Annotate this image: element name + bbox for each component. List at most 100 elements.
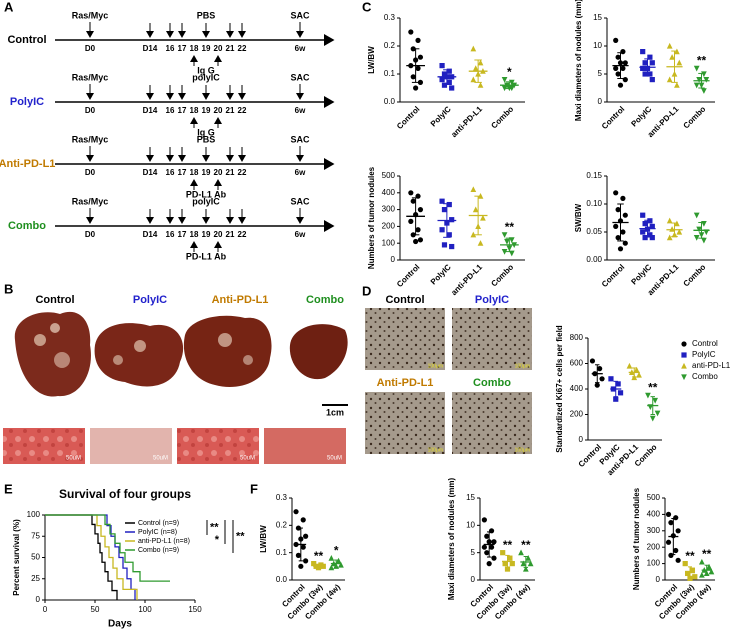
end-day: 6w [295,106,306,115]
panel-label: E [4,481,13,496]
data-point [699,571,705,578]
data-point [417,54,424,60]
data-point [449,217,455,223]
y-tick-label: 0.0 [276,575,288,584]
y-axis-label: Standardized Ki67+ cells per field [555,325,564,452]
group-label: Control [385,294,424,306]
data-point [675,528,681,534]
data-point [649,235,655,241]
y-tick-label: 5 [598,69,603,78]
data-point [640,229,646,235]
y-tick-label: 0.1 [384,69,396,78]
x-tick-label: 50 [91,605,100,614]
day-label: 22 [238,230,247,239]
significance: ** [505,220,515,234]
data-point [676,228,683,235]
data-point [295,525,302,531]
day-label: 16 [166,44,175,53]
day-label: 22 [238,106,247,115]
data-point [649,415,656,422]
data-point [642,60,648,66]
day-label: 21 [226,44,235,53]
data-point [666,76,673,83]
y-tick-label: 200 [382,222,396,231]
day-label: 20 [214,230,223,239]
group-label: Anti-PD-L1 [377,377,434,389]
data-point [666,42,673,49]
data-point [613,396,619,402]
group-label: PolyIC [133,294,167,306]
data-point [594,382,600,388]
data-point [501,232,508,238]
data-point [470,76,477,83]
data-point [647,218,653,224]
data-point [668,552,674,559]
data-point [417,207,424,213]
x-tick-label: Combo [489,104,515,130]
data-point [501,85,508,92]
day-label: 16 [166,106,175,115]
y-tick-label: 0 [36,595,41,604]
y-tick-label: 10 [593,41,602,50]
data-point [647,232,653,238]
ki67-image [365,308,445,370]
liver-photo [94,323,184,387]
y-tick-label: 15 [466,493,475,502]
data-point [652,397,659,404]
data-point [408,29,414,35]
data-point [415,37,421,44]
day-label: D14 [143,106,158,115]
day-label: D0 [85,106,96,115]
day-label: 20 [214,106,223,115]
group-label: Combo [8,220,46,232]
liver-nodule [50,323,60,333]
x-tick-label: Control [600,263,626,289]
scale-label: 50uM [327,456,342,462]
data-point [608,376,614,382]
day-label: 19 [202,230,211,239]
y-tick-label: 100 [382,238,396,247]
y-tick-label: 200 [570,410,584,419]
x-tick-label: PolyIC [629,262,653,286]
data-point [642,235,648,241]
y-axis-label: Percent survival (%) [12,519,21,596]
data-point [666,234,673,241]
significance: * [215,534,220,546]
y-tick-label: 100 [27,510,41,519]
data-point [449,243,455,250]
day-label: D0 [85,168,96,177]
panel-label: B [4,281,13,296]
day-label: 18 [190,106,199,115]
data-point [338,561,344,568]
group-label: Anti-PD-L1 [0,158,55,170]
data-point [620,49,626,55]
data-point [620,229,626,235]
data-point [589,358,596,364]
y-tick-label: 600 [570,359,584,368]
data-point [413,238,419,245]
data-point [673,515,679,521]
liver-nodule [34,334,46,346]
antibody-label: Ig G [197,127,215,137]
y-tick-label: 10 [466,520,475,529]
scale-label: 100μm [428,363,443,369]
data-point [417,237,424,243]
x-tick-label: anti-PD-L1 [449,104,484,139]
histology-image [3,428,85,464]
legend-label: Control (n=9) [138,520,179,527]
data-point [335,557,342,564]
data-point [668,520,674,526]
scale-label: 50uM [153,456,168,462]
y-axis-label: Maxi diameters of nodules (mm) [574,0,583,121]
data-point [640,65,646,71]
data-point [617,246,624,252]
day-label: 17 [178,230,187,239]
legend-marker [681,352,687,358]
y-tick-label: 400 [570,384,584,393]
data-point [615,71,621,77]
data-point [311,561,317,567]
histology-image [177,428,259,464]
data-point [484,550,490,556]
data-point [649,60,655,66]
data-point [520,560,527,567]
